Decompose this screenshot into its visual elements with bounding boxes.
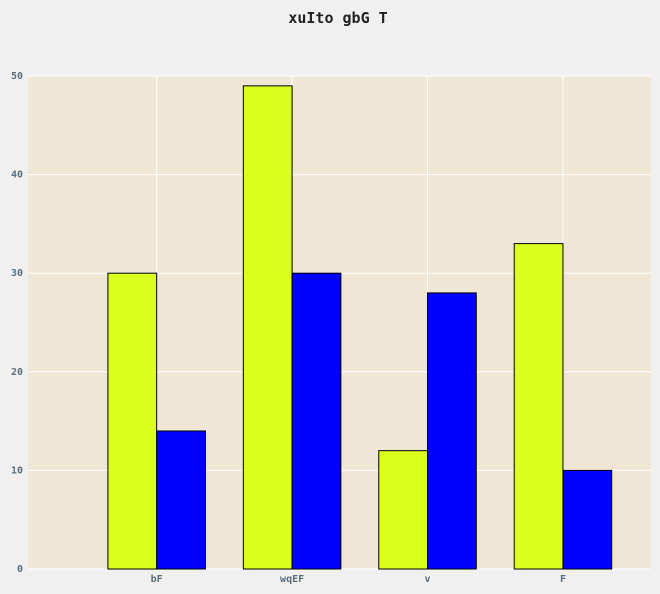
bars — [107, 85, 613, 570]
bar — [291, 272, 342, 570]
y-tick-label: 30 — [11, 268, 23, 279]
bar — [378, 450, 429, 570]
x-axis-ticks: bF wqEF v F — [151, 574, 566, 585]
bar — [242, 85, 293, 570]
y-tick-label: 40 — [11, 170, 23, 181]
y-tick-label: 20 — [11, 367, 23, 378]
y-tick-label: 50 — [11, 71, 23, 82]
x-tick-label: bF — [151, 574, 163, 585]
chart-title: xuIto gbG T — [288, 9, 387, 27]
bar — [513, 243, 564, 570]
y-tick-label: 10 — [11, 465, 23, 476]
bar — [107, 272, 158, 570]
bar — [562, 469, 613, 570]
y-tick-label: 0 — [17, 564, 23, 575]
bar — [427, 292, 477, 570]
bar — [156, 430, 206, 570]
x-tick-label: wqEF — [280, 574, 304, 585]
x-tick-label: F — [560, 574, 566, 585]
y-axis-ticks: 0 10 20 30 40 50 — [11, 71, 23, 575]
x-tick-label: v — [425, 574, 431, 585]
